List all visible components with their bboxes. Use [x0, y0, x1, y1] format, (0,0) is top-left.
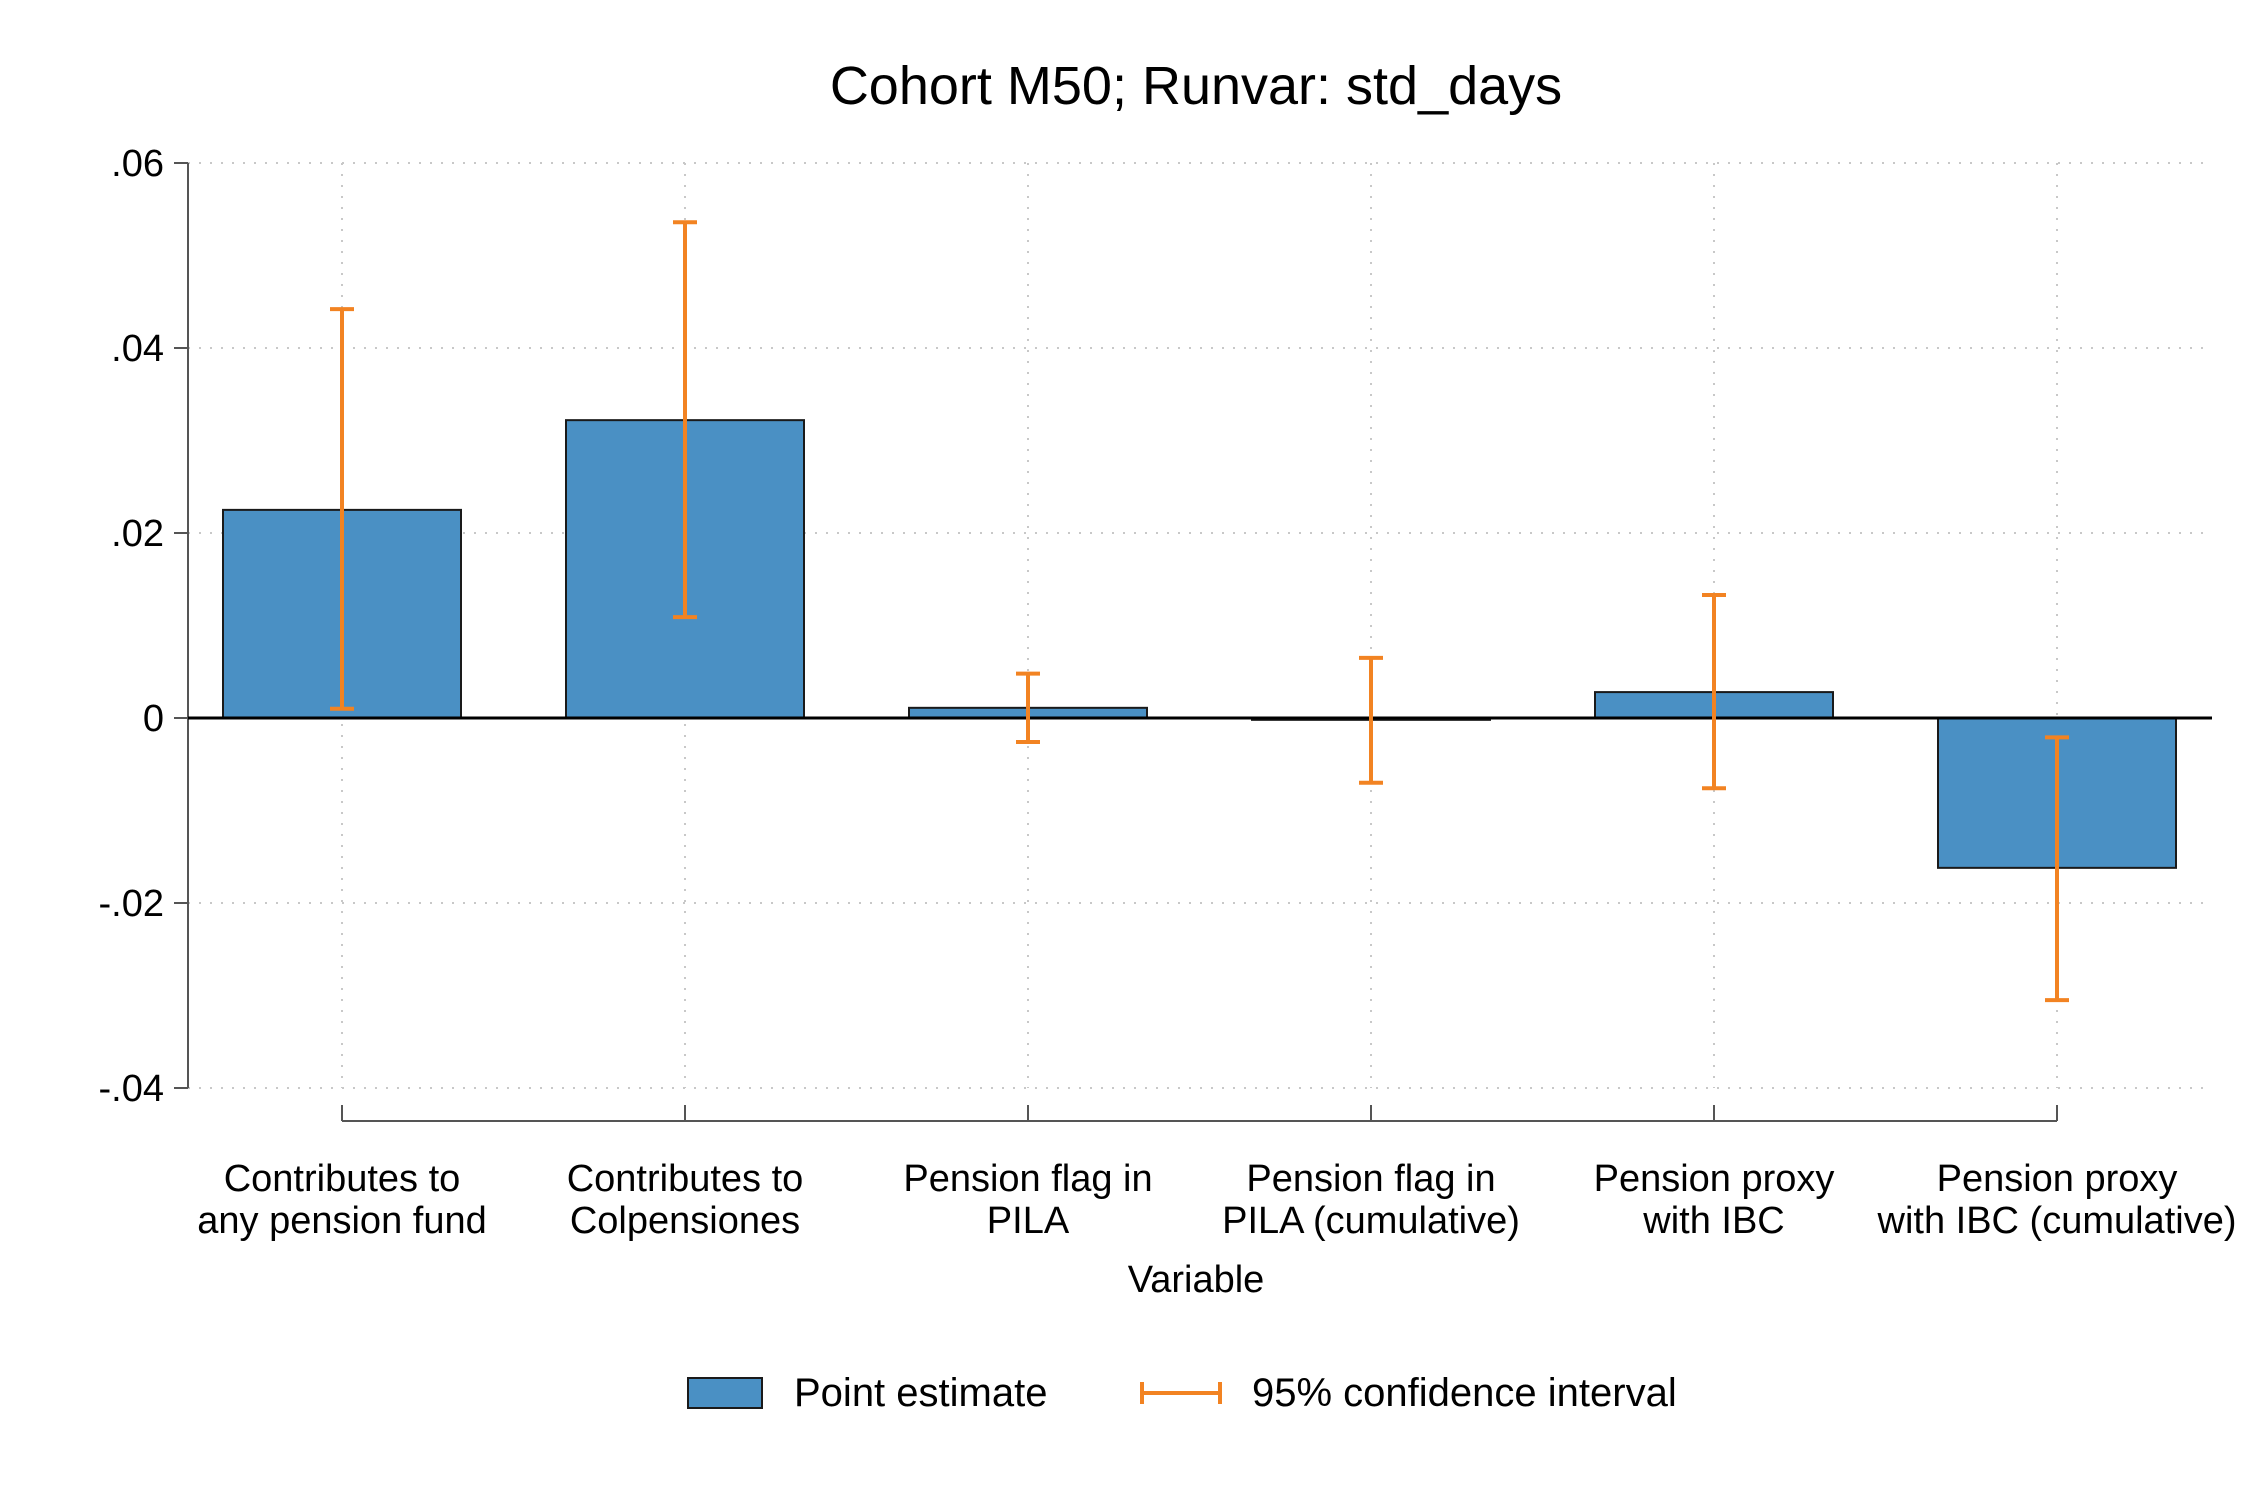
legend-swatch-confidence-interval — [1140, 1382, 1222, 1404]
legend-swatch-point-estimate — [687, 1377, 763, 1409]
legend-label-point-estimate: Point estimate — [794, 1371, 1047, 1415]
legend-label-confidence-interval: 95% confidence interval — [1252, 1371, 1677, 1415]
x-tick-label: Pension proxy — [1937, 1158, 2178, 1200]
x-tick-label: Contributes to — [224, 1158, 461, 1200]
y-tick-label: .06 — [111, 143, 164, 185]
x-tick-label: Colpensiones — [570, 1200, 800, 1242]
chart-title: Cohort M50; Runvar: std_days — [830, 56, 1562, 116]
gridlines — [188, 162, 2212, 1089]
x-tick-label: with IBC — [1642, 1200, 1784, 1242]
legend: Point estimate 95% confidence interval — [687, 1371, 1677, 1415]
y-tick-label: 0 — [143, 698, 164, 740]
x-tick-label: Pension flag in — [1246, 1158, 1495, 1200]
x-tick-label: PILA (cumulative) — [1222, 1200, 1520, 1242]
y-axis: .06 .04 .02 0 -.02 -.04 — [99, 143, 189, 1110]
x-tick-label: Pension flag in — [903, 1158, 1152, 1200]
x-tick-label: Pension proxy — [1594, 1158, 1835, 1200]
y-tick-label: -.02 — [99, 883, 164, 925]
bars — [188, 419, 2212, 869]
x-tick-label: any pension fund — [197, 1200, 486, 1242]
x-tick-label: Contributes to — [567, 1158, 804, 1200]
y-tick-label: -.04 — [99, 1068, 164, 1110]
x-tick-label: PILA — [987, 1200, 1070, 1242]
y-tick-label: .04 — [111, 328, 164, 370]
x-tick-label: with IBC (cumulative) — [1877, 1200, 2237, 1242]
error-bars — [330, 220, 2069, 1003]
x-axis-title: Variable — [1128, 1259, 1265, 1301]
y-tick-label: .02 — [111, 513, 164, 555]
